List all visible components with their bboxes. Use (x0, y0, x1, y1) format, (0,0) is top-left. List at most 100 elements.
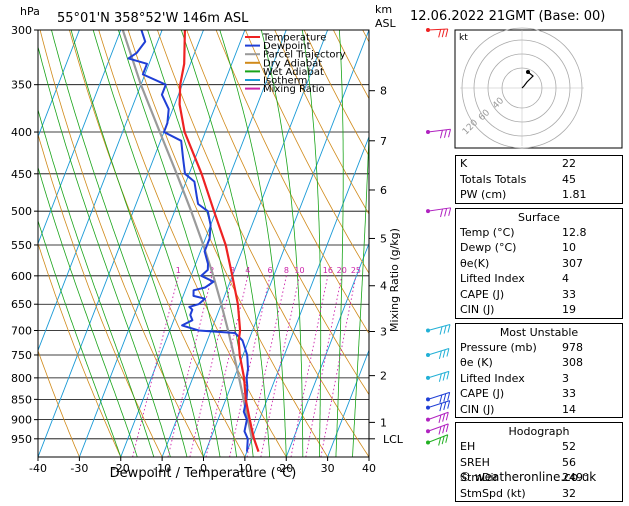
wind-barb-staff (427, 400, 450, 409)
wind-barb-feather (442, 372, 446, 381)
stat-value: 33 (562, 287, 576, 301)
stat-value: 52 (562, 440, 576, 453)
legend-label: Mixing Ratio (263, 84, 325, 95)
wind-barb-dot (426, 352, 430, 357)
wind-barb-dot (426, 405, 430, 410)
dry-adiabat (303, 30, 369, 157)
stats-panel: K 22 Totals Totals 45 PW (cm) 1.81 Surface Te… (455, 155, 623, 506)
stat-label: SREH (460, 455, 490, 469)
mixing-ratio-line (305, 275, 343, 457)
mixing-ratio-label: 3 (230, 266, 235, 275)
most-unstable-title: Most Unstable (499, 325, 579, 339)
wind-barb-feather (439, 326, 443, 335)
surface-title: Surface (518, 210, 560, 224)
wind-barb-feather (438, 437, 442, 446)
location-title: 55°01'N 358°52'W 146m ASL (57, 11, 249, 26)
dry-adiabat (157, 30, 369, 457)
wind-barb-dot (426, 130, 430, 135)
mixing-ratio-line (132, 275, 179, 457)
wind-barb-feather (447, 392, 451, 401)
wind-barb-feather (446, 348, 450, 357)
stat-label: PW (cm) (460, 188, 507, 201)
most-unstable-table: Most Unstable Pressure (mb) 978 θe (K) 308 L… (455, 322, 623, 418)
temperature-line (178, 30, 260, 452)
axis-labels: 3003504004505005506006507007508008509009… (11, 24, 404, 475)
temperature-tick-label: 30 (321, 462, 335, 475)
mixing-ratio-label: 6 (268, 266, 273, 275)
stat-value: 4 (562, 272, 569, 285)
wind-barb-dot (426, 328, 430, 333)
wet-adiabat (38, 108, 155, 457)
wind-barb-dot (426, 28, 430, 32)
isotherm (38, 30, 122, 245)
legend-label: Parcel Trajectory (263, 50, 346, 61)
km-label: km (375, 3, 392, 16)
wind-barb-feather (441, 29, 445, 38)
wind-barb-feather (442, 425, 446, 434)
stat-row: EH 52 (456, 439, 622, 455)
wet-adiabat (180, 30, 271, 457)
temperature-tick-label: 20 (279, 462, 293, 475)
height-label: 1 (380, 416, 387, 429)
stat-value: 249° (562, 471, 589, 484)
pressure-label: 900 (11, 414, 32, 427)
dry-adiabat (215, 30, 369, 335)
wind-barb-feather (438, 373, 442, 382)
wind-barb-staff (427, 434, 448, 443)
parcel-trajectory-line (121, 30, 253, 440)
wind-barb-dot (426, 375, 430, 380)
legend-label: Dewpoint (263, 41, 311, 52)
wind-barb-feather (448, 207, 452, 216)
stat-label: StmDir (460, 471, 499, 484)
stat-row: StmDir 249° (456, 470, 622, 486)
legend-label: Temperature (262, 33, 326, 44)
wind-barb-feather (447, 400, 451, 409)
wind-barb-feather (439, 394, 443, 404)
wind-barb-feather (443, 393, 447, 402)
mixing-ratio-label: 4 (245, 266, 250, 275)
wind-barb-staff (427, 128, 451, 133)
stat-row: CIN (J) 14 (456, 402, 622, 418)
temperature-tick-label: 40 (362, 462, 376, 475)
height-label: 3 (380, 326, 387, 339)
mixing-ratio-line (189, 275, 234, 457)
wet-adiabat (70, 30, 204, 457)
height-label: 2 (380, 370, 387, 383)
mixing-ratio-line (205, 275, 249, 457)
wet-adiabat (335, 30, 344, 457)
height-label: 7 (380, 135, 387, 148)
stat-value: 33 (562, 387, 576, 400)
wind-barb-feather (445, 423, 449, 433)
temperature-tick-label: 10 (238, 462, 252, 475)
pressure-label: 300 (11, 24, 32, 37)
mixing-ratio-line (167, 275, 213, 457)
isotherm (285, 242, 369, 457)
wet-adiabat (38, 219, 122, 457)
isotherm (38, 30, 80, 138)
wind-barb-feather (445, 28, 449, 38)
mixing-ratio-line (290, 275, 329, 457)
datetime-title: 12.06.2022 21GMT (Base: 00) (410, 9, 605, 24)
stat-label: Totals Totals (460, 172, 527, 186)
wind-barb-staff (427, 370, 450, 379)
height-label: 4 (380, 280, 387, 293)
dry-adiabat (38, 133, 163, 457)
stat-row: Lifted Index 4 (456, 271, 622, 287)
stat-value: 12.8 (562, 225, 587, 239)
stat-value: 308 (562, 356, 583, 369)
stat-label: Temp (°C) (460, 225, 515, 239)
wind-barb-staff (427, 411, 449, 421)
lcl-label: LCL (383, 433, 404, 446)
pressure-label: 550 (11, 239, 32, 252)
temperature-tick-label: -10 (153, 462, 171, 475)
legend-label: Wet Adiabat (263, 67, 324, 78)
height-label: 5 (380, 232, 387, 245)
pressure-label: 750 (11, 349, 32, 362)
wind-barb-staff (427, 391, 450, 400)
wind-barb-feather (440, 208, 443, 218)
wet-adiabat (51, 30, 188, 457)
wind-barb-staff (427, 324, 451, 331)
wind-barb-dot (426, 440, 430, 445)
pressure-label: 700 (11, 325, 32, 338)
